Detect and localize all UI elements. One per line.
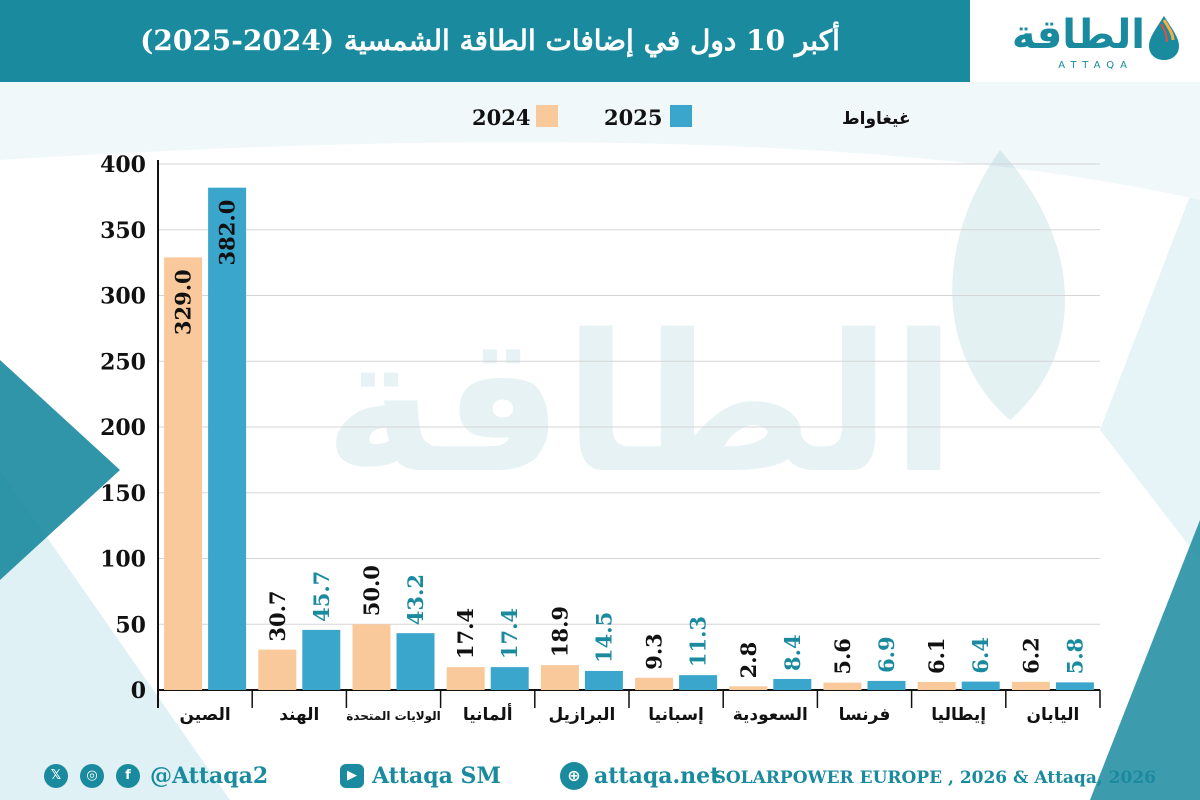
data-label-2024: 17.4 <box>453 608 478 659</box>
data-label-2024: 2.8 <box>736 642 761 679</box>
bar-2024 <box>164 257 203 690</box>
data-label-2024: 5.6 <box>830 638 855 675</box>
drop-icon <box>1149 16 1179 60</box>
y-tick-label: 150 <box>100 481 146 507</box>
legend-swatch-2025 <box>670 105 692 127</box>
bar-2024 <box>258 649 297 690</box>
data-label-2024: 6.2 <box>1018 637 1043 674</box>
bar-2024 <box>540 665 579 690</box>
bars: 329.0 382.0 30.7 45.7 50.0 43.2 17.4 17.4 18.9 14… <box>164 187 1094 691</box>
data-label-2024: 6.1 <box>924 637 949 674</box>
website-link[interactable]: attaqa.net <box>594 763 721 789</box>
logo-subtitle: ATTAQA <box>1058 60 1133 71</box>
instagram-icon[interactable]: ◎ <box>80 764 104 788</box>
data-label-2025: 382.0 <box>215 200 240 266</box>
x-icon[interactable]: 𝕏 <box>44 764 68 788</box>
x-category-label: الولايات المتحدة <box>346 709 441 724</box>
bar-2025 <box>584 670 623 690</box>
bar-2024 <box>446 667 485 690</box>
title-bar: أكبر 10 دول في إضافات الطاقة الشمسية (20… <box>0 0 970 82</box>
data-label-2025: 43.2 <box>403 574 428 625</box>
x-category-label: اليابان <box>1026 705 1079 725</box>
bar-2024 <box>729 686 768 690</box>
bar-2025 <box>396 633 435 690</box>
bar-2024 <box>352 624 391 690</box>
youtube-icon[interactable]: ▶ <box>340 764 364 788</box>
data-label-2025: 11.3 <box>686 616 711 667</box>
bar-2025 <box>208 187 247 691</box>
source-credit: SOLARPOWER EUROPE , 2026 & Attaqa, 2026 <box>713 768 1156 788</box>
data-label-2025: 6.9 <box>874 636 899 673</box>
bar-2025 <box>867 680 906 690</box>
bar-2024 <box>635 677 674 690</box>
x-category-label: الهند <box>279 705 319 725</box>
x-category-label: السعودية <box>733 705 808 725</box>
social-handle[interactable]: @Attaqa2 <box>150 763 269 789</box>
y-tick-label: 200 <box>100 415 146 441</box>
x-category-label: الصين <box>179 705 230 725</box>
facebook-icon[interactable]: f <box>116 764 140 788</box>
data-label-2025: 8.4 <box>780 634 805 671</box>
footer: 𝕏 ◎ f @Attaqa2 ▶ Attaqa SM ⊕ attaqa.net … <box>0 752 1200 800</box>
data-label-2024: 329.0 <box>171 269 196 335</box>
x-category-label: فرنسا <box>839 705 891 725</box>
y-tick-label: 0 <box>131 678 146 704</box>
bar-2024 <box>1011 681 1050 690</box>
bar-2025 <box>302 629 341 690</box>
y-tick-label: 50 <box>115 612 146 638</box>
y-tick-label: 100 <box>100 547 146 573</box>
legend-label-2024: 2024 <box>472 105 530 130</box>
bar-2025 <box>679 675 718 690</box>
page-title: أكبر 10 دول في إضافات الطاقة الشمسية (20… <box>140 24 840 57</box>
x-category-label: إسبانيا <box>648 705 704 725</box>
bar-2025 <box>490 667 529 690</box>
data-label-2024: 50.0 <box>359 565 384 616</box>
grid-lines <box>158 163 1100 691</box>
data-label-2025: 6.4 <box>968 637 993 674</box>
bar-2025 <box>1055 682 1094 690</box>
y-axis: 0 50 100 150 200 250 300 350 400 <box>100 152 1101 708</box>
bar-2024 <box>823 682 862 690</box>
y-tick-label: 300 <box>100 284 146 310</box>
bar-2025 <box>773 678 812 690</box>
svg-text:الطاقة: الطاقة <box>324 294 957 515</box>
legend-label-2025: 2025 <box>604 105 662 130</box>
globe-icon[interactable]: ⊕ <box>560 762 588 790</box>
logo-wordmark: الطاقة <box>1011 12 1145 58</box>
y-tick-label: 400 <box>100 152 146 178</box>
y-tick-label: 350 <box>100 218 146 244</box>
data-label-2025: 14.5 <box>591 612 616 663</box>
legend-swatch-2024 <box>536 105 558 127</box>
data-label-2025: 17.4 <box>497 608 522 659</box>
unit-label: غيغاواط <box>842 109 911 129</box>
bar-2024 <box>917 681 956 690</box>
data-label-2024: 9.3 <box>642 633 667 670</box>
data-label-2024: 30.7 <box>265 590 290 641</box>
y-tick-label: 250 <box>100 349 146 375</box>
youtube-channel[interactable]: Attaqa SM <box>372 763 501 789</box>
data-label-2024: 18.9 <box>547 606 572 657</box>
data-label-2025: 45.7 <box>309 571 334 622</box>
attaqa-logo: الطاقة ATTAQA <box>985 10 1185 74</box>
legend: 2024 2025 غيغاواط <box>472 105 911 130</box>
data-label-2025: 5.8 <box>1062 638 1087 675</box>
category-labels: الصين الهند الولايات المتحدة ألمانيا البرازي… <box>179 703 1079 725</box>
x-category-label: إيطاليا <box>931 705 986 725</box>
bar-2025 <box>961 681 1000 690</box>
x-category-label: ألمانيا <box>463 703 513 725</box>
x-category-label: البرازيل <box>548 705 615 725</box>
